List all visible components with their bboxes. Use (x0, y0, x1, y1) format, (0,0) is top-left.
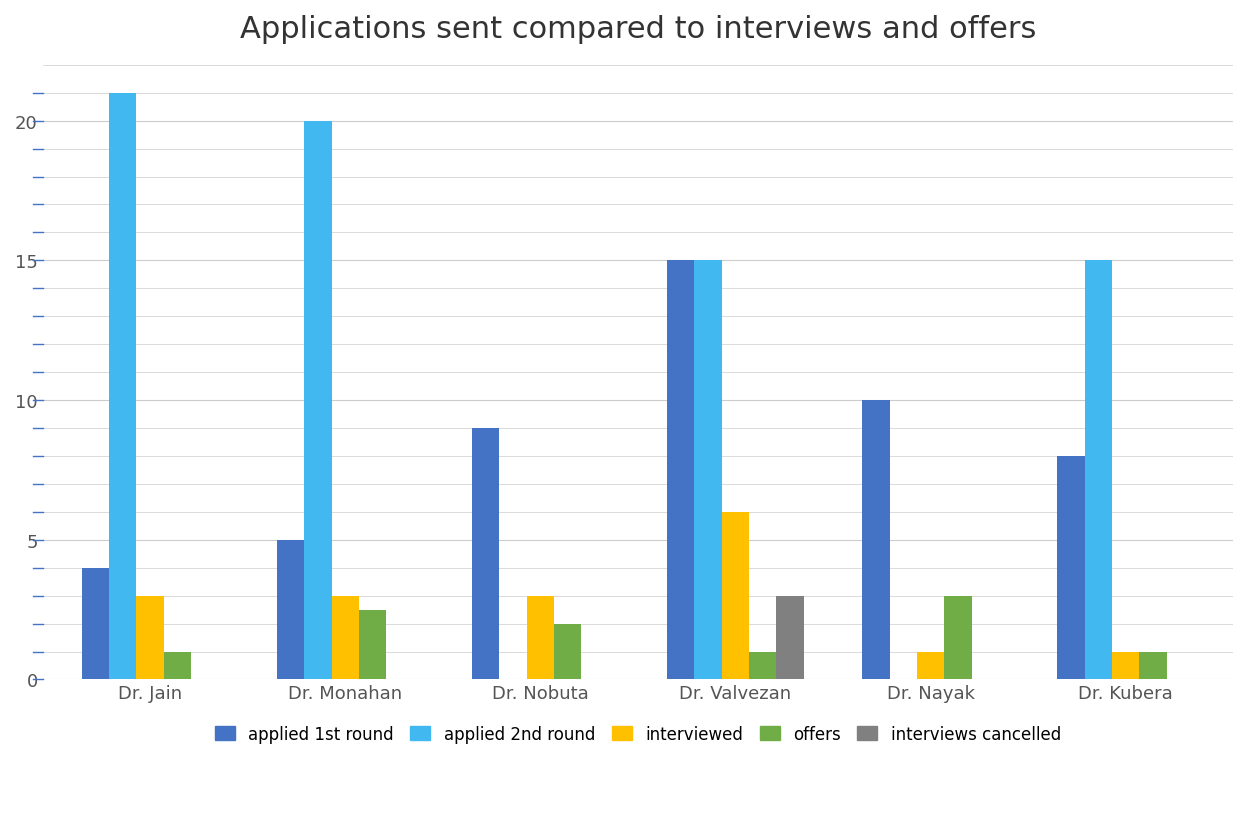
Bar (82, 568, 109, 680)
Bar (776, 596, 804, 680)
Bar (1112, 652, 1139, 680)
Bar (1057, 457, 1085, 680)
Bar (109, 93, 136, 680)
Bar (277, 540, 305, 680)
Bar (694, 261, 721, 680)
Bar (1085, 261, 1112, 680)
Title: Applications sent compared to interviews and offers: Applications sent compared to interviews… (240, 15, 1036, 44)
Bar (749, 652, 776, 680)
Bar (1139, 652, 1167, 680)
Bar (721, 512, 749, 680)
Bar (527, 596, 554, 680)
Bar (163, 652, 191, 680)
Bar (136, 596, 163, 680)
Bar (359, 609, 386, 680)
Bar (862, 400, 890, 680)
Bar (472, 428, 499, 680)
Bar (668, 261, 694, 680)
Bar (945, 596, 971, 680)
Bar (305, 122, 332, 680)
Legend: applied 1st round, applied 2nd round, interviewed, offers, interviews cancelled: applied 1st round, applied 2nd round, in… (206, 716, 1070, 751)
Bar (332, 596, 359, 680)
Bar (554, 624, 582, 680)
Bar (917, 652, 945, 680)
